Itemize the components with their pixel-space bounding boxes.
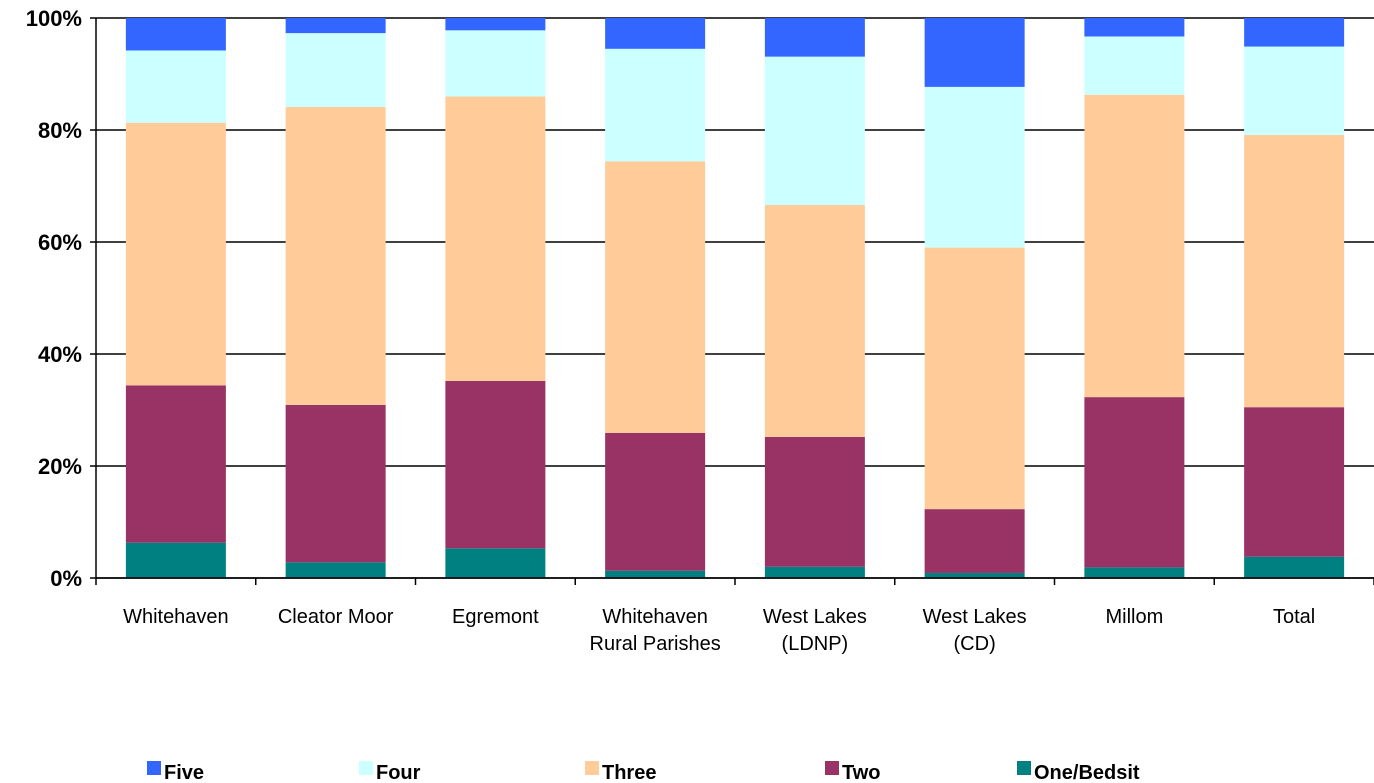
- x-tick-label: West Lakes (LDNP): [763, 606, 867, 655]
- bar-segment-five: [1084, 18, 1185, 37]
- bar-segment-four: [285, 33, 386, 108]
- bar-segment-three: [605, 161, 706, 433]
- bar-segment-two: [125, 385, 226, 543]
- y-tick-label: 80%: [38, 118, 82, 143]
- bar-segment-one-bedsit: [924, 572, 1025, 578]
- bar-segment-four: [445, 30, 546, 97]
- bar-segment-one-bedsit: [445, 548, 546, 578]
- legend-label: Two: [842, 762, 881, 783]
- bar-segment-five: [285, 18, 386, 34]
- y-tick-label: 20%: [38, 454, 82, 479]
- y-tick-label: 40%: [38, 342, 82, 367]
- bar-segment-three: [764, 205, 865, 437]
- legend-label: Three: [602, 762, 656, 783]
- bar-segment-two: [924, 509, 1025, 573]
- bar-segment-two: [605, 432, 706, 571]
- legend-item-four: Four: [359, 761, 421, 783]
- bar-segment-one-bedsit: [1244, 556, 1345, 578]
- bars: [125, 18, 1345, 578]
- bar-segment-two: [285, 404, 386, 563]
- bar-segment-one-bedsit: [605, 570, 706, 578]
- x-tick-label: Egremont: [452, 606, 539, 628]
- legend-item-five: Five: [147, 761, 204, 783]
- bar-segment-one-bedsit: [1084, 567, 1185, 578]
- legend-swatch: [585, 761, 599, 775]
- x-tick-label: Millom: [1105, 606, 1163, 628]
- bar-segment-two: [764, 436, 865, 567]
- bar-segment-four: [125, 50, 226, 123]
- legend-swatch: [147, 761, 161, 775]
- bar-segment-two: [1084, 397, 1185, 568]
- bar-segment-two: [1244, 407, 1345, 557]
- legend-item-two: Two: [825, 761, 881, 783]
- axes: [95, 18, 1374, 585]
- bar-segment-three: [1244, 135, 1345, 408]
- legend-item-one-bedsit: One/Bedsit: [1017, 761, 1140, 783]
- bar-segment-four: [924, 86, 1025, 248]
- y-tick-label: 60%: [38, 230, 82, 255]
- y-tick-label: 100%: [26, 6, 82, 31]
- bar-segment-three: [924, 247, 1025, 510]
- legend: Five Four Three Two One/Bedsit: [147, 761, 1140, 783]
- bar-segment-three: [285, 107, 386, 405]
- y-tick-label: 0%: [50, 566, 82, 591]
- x-tick-label: West Lakes (CD): [923, 606, 1027, 655]
- x-tick-label: Cleator Moor: [278, 606, 394, 628]
- bar-segment-three: [445, 96, 546, 381]
- bar-segment-three: [125, 122, 226, 386]
- x-tick-label: Total: [1273, 606, 1315, 628]
- x-tick-label: Whitehaven: [123, 606, 229, 628]
- bar-segment-four: [605, 48, 706, 162]
- bar-segment-four: [1084, 36, 1185, 95]
- x-axis-tick-labels: Whitehaven Cleator Moor Egremont Whitehaven…: [123, 606, 1315, 655]
- legend-label: One/Bedsit: [1034, 762, 1140, 783]
- legend-item-three: Three: [585, 761, 656, 783]
- y-axis-tick-labels: 0% 20% 40% 60% 80% 100%: [26, 6, 82, 591]
- bar-segment-five: [764, 18, 865, 57]
- legend-swatch: [1017, 761, 1031, 775]
- bar-segment-three: [1084, 94, 1185, 398]
- legend-label: Five: [164, 762, 204, 783]
- bar-segment-four: [764, 56, 865, 206]
- bar-segment-two: [445, 380, 546, 549]
- bar-segment-five: [445, 18, 546, 31]
- bar-segment-four: [1244, 46, 1345, 136]
- bar-segment-one-bedsit: [764, 566, 865, 578]
- legend-swatch: [825, 761, 839, 775]
- bar-segment-five: [125, 18, 226, 51]
- legend-label: Four: [376, 762, 421, 783]
- bar-segment-one-bedsit: [285, 562, 386, 578]
- bar-segment-one-bedsit: [125, 542, 226, 578]
- bar-segment-five: [1244, 18, 1345, 47]
- legend-swatch: [359, 761, 373, 775]
- bar-segment-five: [605, 18, 706, 49]
- bar-segment-five: [924, 18, 1025, 87]
- x-tick-label: Whitehaven Rural Parishes: [590, 606, 721, 655]
